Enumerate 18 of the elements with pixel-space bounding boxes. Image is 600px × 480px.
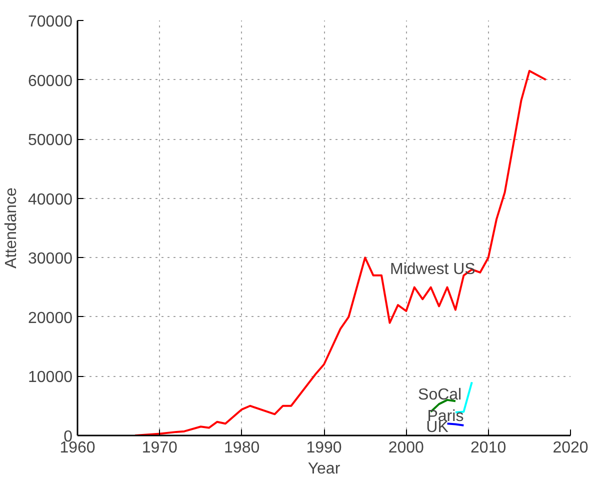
x-tick-label: 2020 bbox=[552, 440, 588, 456]
y-tick-label: 10000 bbox=[28, 369, 73, 386]
x-tick-label: 1990 bbox=[306, 440, 342, 456]
y-tick-label: 20000 bbox=[28, 310, 73, 327]
x-tick-label: 2010 bbox=[470, 440, 506, 456]
y-axis-title: Attendance bbox=[3, 187, 20, 268]
y-tick-label: 30000 bbox=[28, 250, 73, 268]
series-label: Midwest US bbox=[390, 260, 476, 278]
y-tick-label: 70000 bbox=[28, 14, 73, 30]
series-label: SoCal bbox=[418, 386, 462, 404]
y-tick-label: 50000 bbox=[28, 132, 73, 150]
y-tick-label: 40000 bbox=[28, 191, 73, 208]
line-series bbox=[134, 70, 547, 436]
x-tick-label: 2000 bbox=[388, 440, 424, 456]
x-tick-label: 1980 bbox=[224, 440, 260, 456]
x-axis-title: Year bbox=[308, 460, 341, 478]
x-tick-label: 1970 bbox=[142, 440, 178, 456]
y-tick-label: 60000 bbox=[28, 72, 73, 90]
